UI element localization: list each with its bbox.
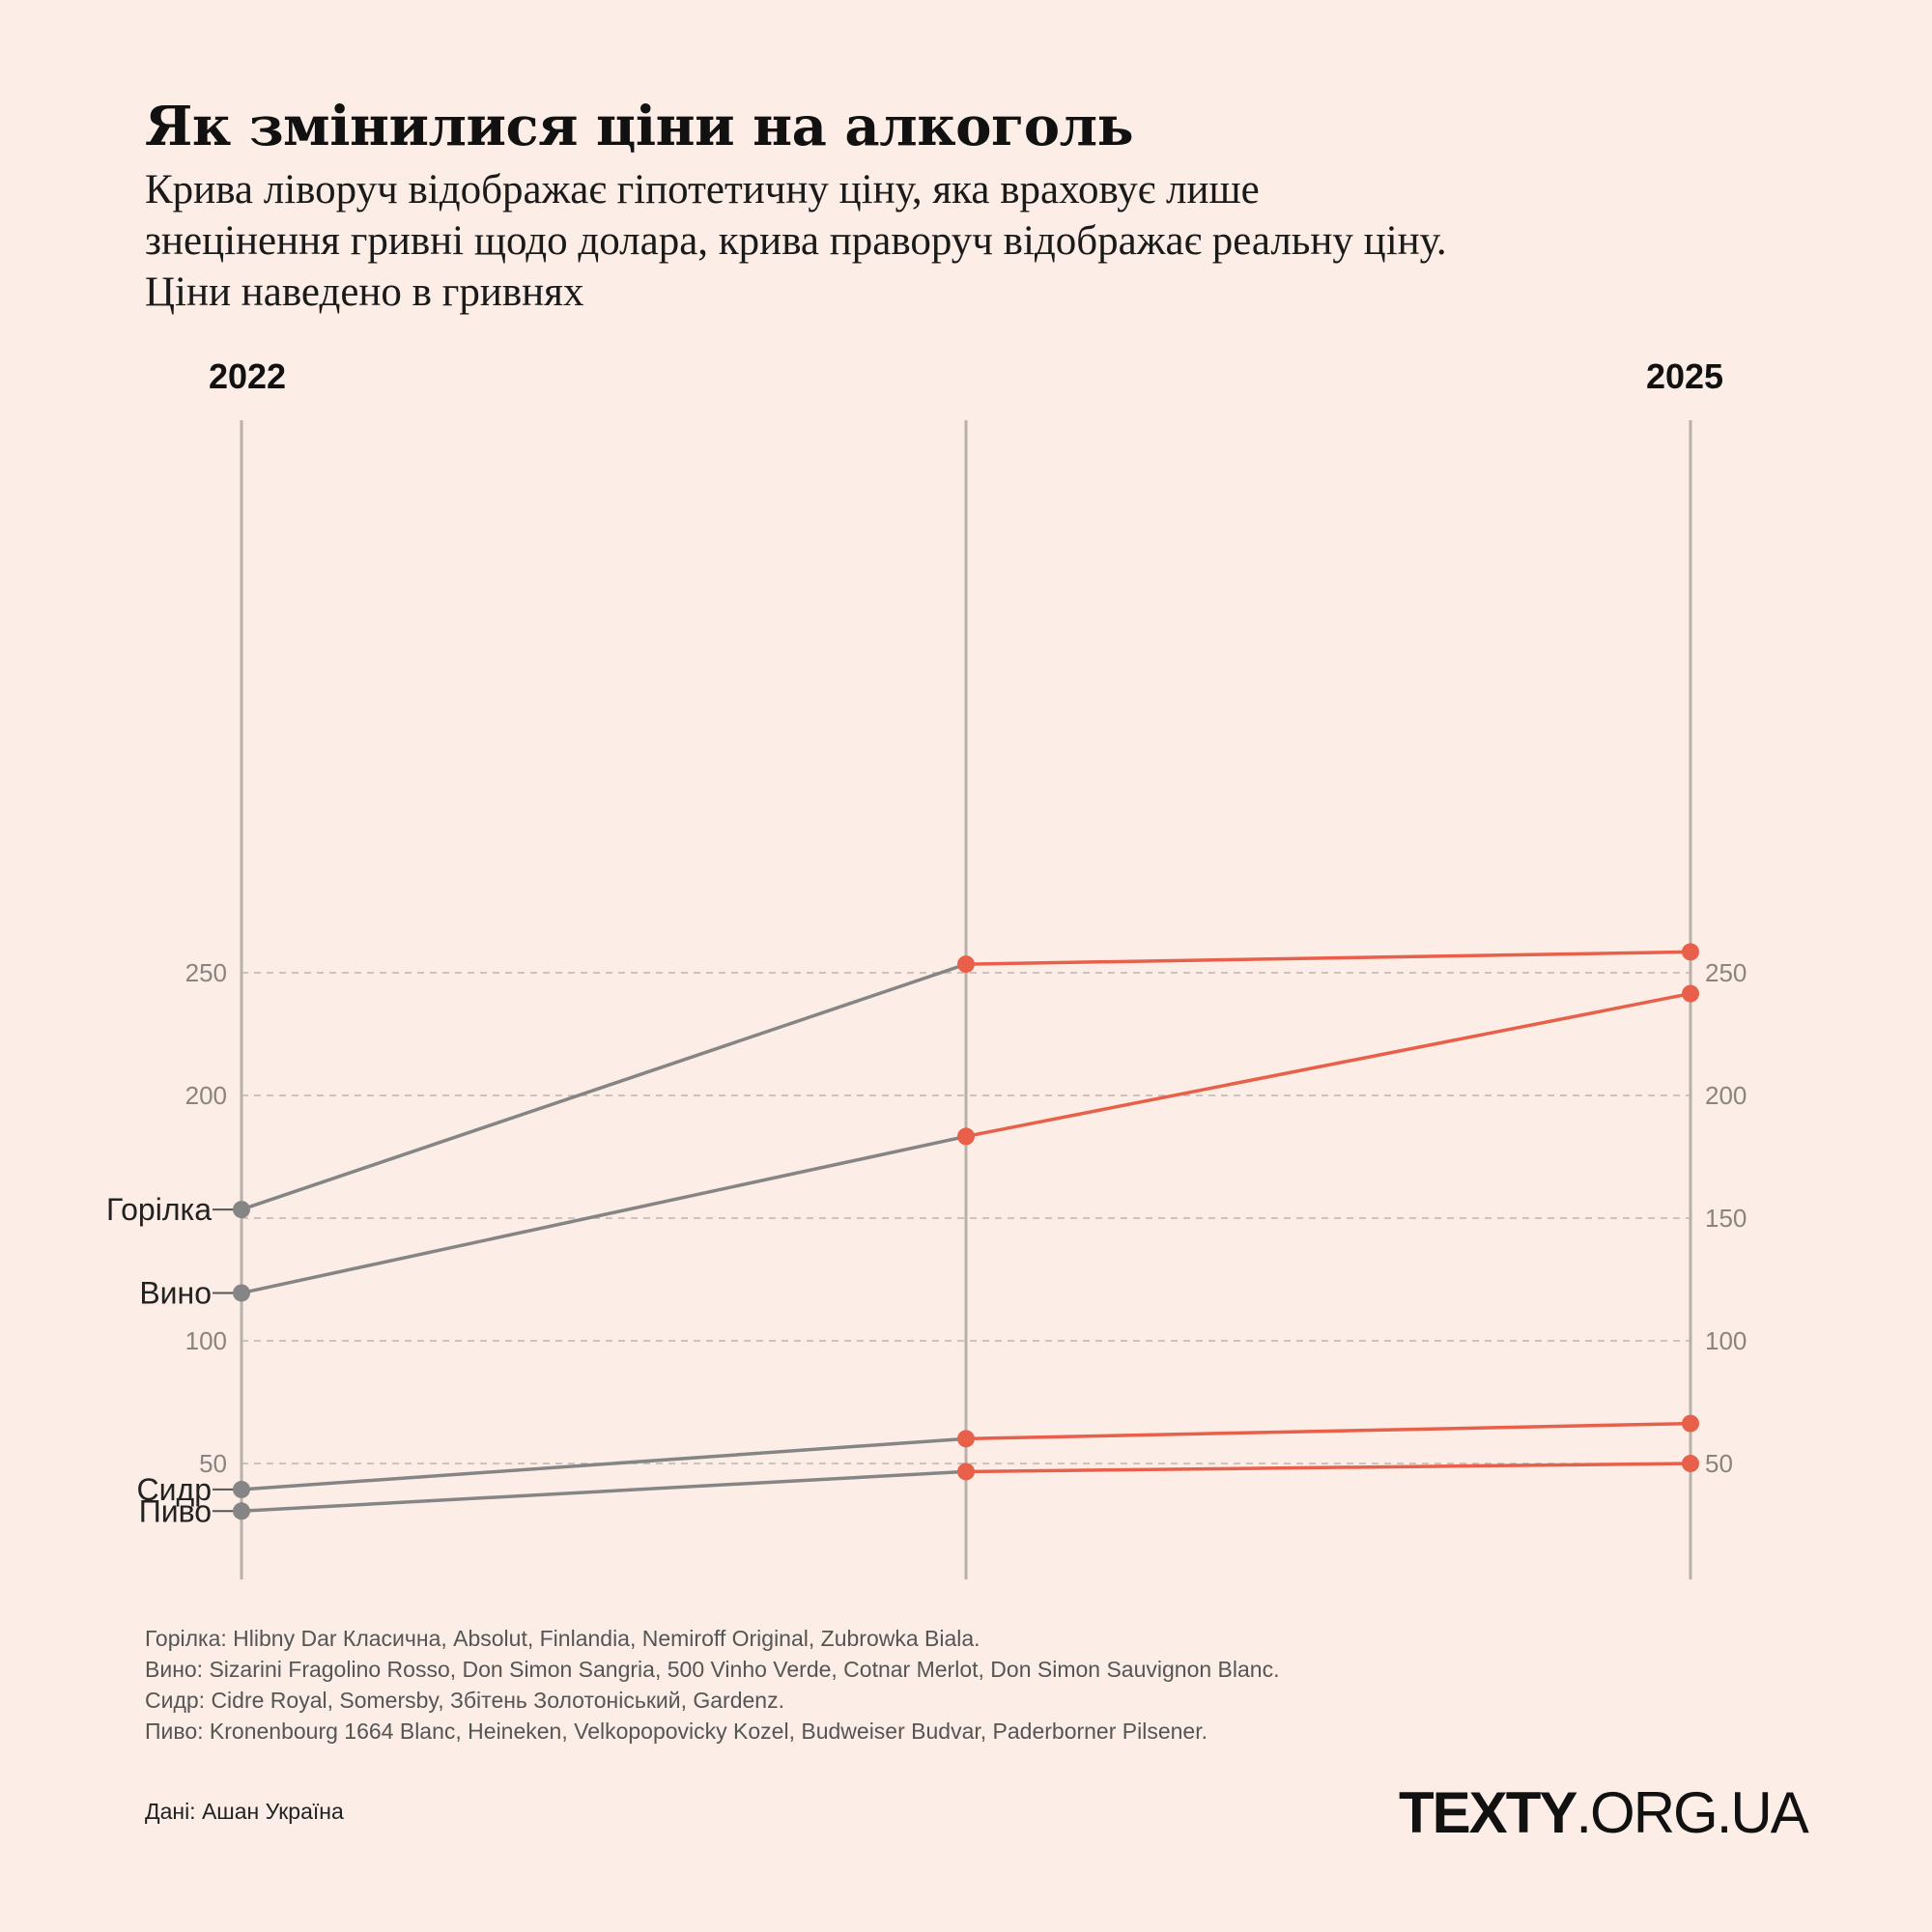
data-point — [957, 1463, 975, 1481]
y-tick-label-left: 50 — [199, 1449, 227, 1478]
subtitle-line: знецінення гривні щодо долара, крива пра… — [145, 218, 1447, 264]
series-line-hypothetical — [241, 1436, 967, 1492]
series-line-hypothetical — [241, 1469, 967, 1514]
product-notes: Горілка: Hlibny Dar Класична, Absolut, F… — [145, 1623, 1279, 1747]
chart-title: Як змінилися ціни на алкоголь — [145, 95, 1134, 158]
series-line-hypothetical — [241, 1134, 967, 1295]
series-line-real — [965, 950, 1691, 966]
chart-subtitle: Крива ліворуч відображає гіпотетичну цін… — [145, 164, 1845, 318]
data-point — [957, 955, 975, 974]
data-point — [233, 1284, 250, 1302]
data-point — [1682, 1455, 1699, 1472]
logo-rest: .ORG.UA — [1576, 1780, 1808, 1845]
data-source: Дані: Ашан Україна — [145, 1799, 344, 1824]
data-point — [233, 1201, 250, 1219]
y-tick-label-left: 250 — [185, 958, 227, 987]
series-label: Вино — [139, 1275, 212, 1310]
year-label-right: 2025 — [1646, 356, 1723, 396]
data-point — [233, 1480, 250, 1498]
series-line-real — [965, 991, 1691, 1139]
data-point — [1682, 984, 1699, 1003]
series-label: Сидр — [137, 1472, 212, 1507]
note-line: Горілка: Hlibny Dar Класична, Absolut, F… — [145, 1626, 980, 1651]
year-label-left: 2022 — [209, 356, 286, 396]
y-tick-label-left: 200 — [185, 1081, 227, 1110]
series-line-real — [965, 1462, 1691, 1474]
y-tick-label-right: 150 — [1705, 1204, 1747, 1233]
y-tick-label-right: 250 — [1705, 958, 1747, 987]
y-tick-label-right: 50 — [1705, 1449, 1733, 1478]
texty-logo[interactable]: TEXTY.ORG.UA — [1399, 1779, 1809, 1846]
logo-bold: TEXTY — [1399, 1780, 1577, 1845]
y-tick-label-right: 200 — [1705, 1081, 1747, 1110]
note-line: Вино: Sizarini Fragolino Rosso, Don Simo… — [145, 1657, 1280, 1682]
note-line: Пиво: Kronenbourg 1664 Blanc, Heineken, … — [145, 1719, 1208, 1744]
note-line: Сидр: Cidre Royal, Somersby, Збітень Зол… — [145, 1688, 784, 1713]
series-label: Пиво — [139, 1493, 212, 1528]
y-tick-label-left: 100 — [185, 1326, 227, 1355]
data-point — [1682, 1414, 1699, 1433]
series-label: Горілка — [106, 1192, 212, 1227]
data-point — [1682, 943, 1699, 961]
series-line-real — [965, 1421, 1691, 1441]
series-line-hypothetical — [241, 962, 967, 1211]
subtitle-line: Крива ліворуч відображає гіпотетичну цін… — [145, 167, 1260, 213]
data-point — [957, 1430, 975, 1448]
data-point — [957, 1127, 975, 1146]
subtitle-line: Ціни наведено в гривнях — [145, 270, 584, 315]
y-tick-label-right: 100 — [1705, 1326, 1747, 1355]
data-point — [233, 1502, 250, 1520]
